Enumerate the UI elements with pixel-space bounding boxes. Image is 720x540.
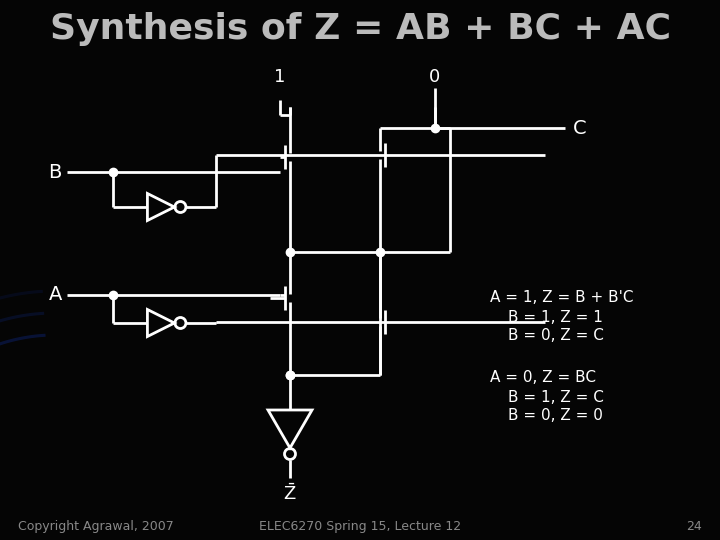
Text: 24: 24 <box>686 520 702 533</box>
Text: 0: 0 <box>429 68 441 86</box>
Text: $\bar{\mathregular{Z}}$: $\bar{\mathregular{Z}}$ <box>283 483 297 504</box>
Text: Synthesis of Z = AB + BC + AC: Synthesis of Z = AB + BC + AC <box>50 12 670 46</box>
Text: B: B <box>49 163 62 181</box>
Text: A = 0, Z = BC: A = 0, Z = BC <box>490 370 596 386</box>
Text: ELEC6270 Spring 15, Lecture 12: ELEC6270 Spring 15, Lecture 12 <box>259 520 461 533</box>
Text: A: A <box>49 286 62 305</box>
Text: 1: 1 <box>274 68 286 86</box>
Text: B = 0, Z = 0: B = 0, Z = 0 <box>508 408 603 422</box>
Text: A = 1, Z = B + B'C: A = 1, Z = B + B'C <box>490 291 634 306</box>
Text: Copyright Agrawal, 2007: Copyright Agrawal, 2007 <box>18 520 174 533</box>
Text: B = 0, Z = C: B = 0, Z = C <box>508 328 604 343</box>
Text: B = 1, Z = C: B = 1, Z = C <box>508 389 604 404</box>
Text: B = 1, Z = 1: B = 1, Z = 1 <box>508 310 603 326</box>
Text: C: C <box>573 118 587 138</box>
